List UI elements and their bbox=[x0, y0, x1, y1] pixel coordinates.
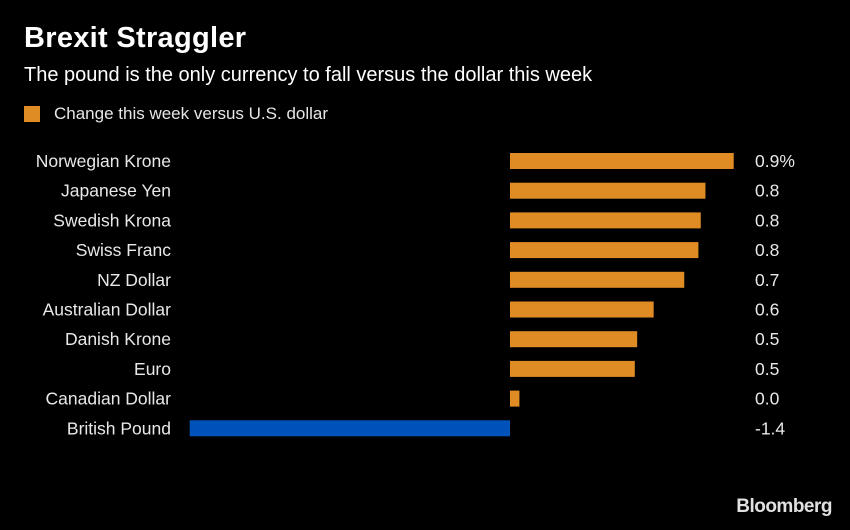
bar bbox=[189, 420, 510, 437]
bar bbox=[510, 182, 706, 199]
category-label: Danish Krone bbox=[65, 329, 171, 349]
data-label: 0.6 bbox=[755, 300, 779, 320]
bar bbox=[510, 271, 685, 288]
data-label: -1.4 bbox=[755, 418, 785, 438]
bar bbox=[510, 212, 701, 229]
chart-subtitle: The pound is the only currency to fall v… bbox=[24, 64, 593, 86]
category-label: Australian Dollar bbox=[43, 300, 172, 320]
category-label: British Pound bbox=[67, 418, 171, 438]
data-label: 0.9% bbox=[755, 151, 795, 171]
bar bbox=[510, 390, 520, 407]
category-label: NZ Dollar bbox=[97, 270, 171, 290]
category-label: Norwegian Krone bbox=[36, 151, 171, 171]
data-label: 0.5 bbox=[755, 359, 779, 379]
legend-swatch bbox=[24, 106, 40, 122]
bar bbox=[510, 301, 654, 318]
legend: Change this week versus U.S. dollar bbox=[24, 104, 328, 124]
bar bbox=[510, 242, 699, 259]
bar bbox=[510, 360, 635, 377]
data-label: 0.0 bbox=[755, 389, 780, 409]
category-label: Swiss Franc bbox=[76, 240, 172, 260]
data-label: 0.7 bbox=[755, 270, 779, 290]
bar bbox=[510, 331, 638, 348]
data-label: 0.8 bbox=[755, 240, 779, 260]
chart-title: Brexit Straggler bbox=[24, 22, 247, 54]
category-label: Swedish Krona bbox=[53, 210, 171, 230]
bar bbox=[510, 153, 734, 169]
data-label: 0.8 bbox=[755, 181, 779, 201]
category-label: Euro bbox=[134, 359, 171, 379]
bloomberg-logo: Bloomberg bbox=[736, 496, 832, 517]
category-label: Japanese Yen bbox=[61, 181, 171, 201]
data-label: 0.5 bbox=[755, 329, 779, 349]
category-label: Canadian Dollar bbox=[46, 389, 172, 409]
legend-label: Change this week versus U.S. dollar bbox=[54, 104, 329, 123]
data-label: 0.8 bbox=[755, 210, 779, 230]
